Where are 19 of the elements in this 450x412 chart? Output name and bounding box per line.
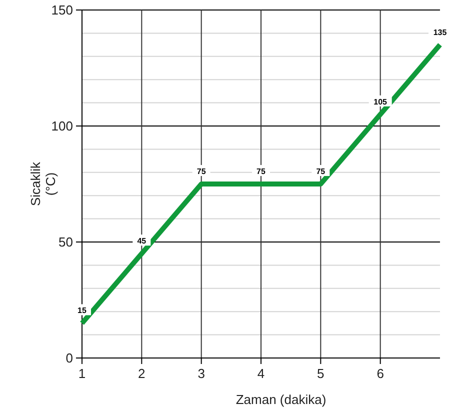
y-tick-label: 50 xyxy=(58,234,73,250)
x-tick-label: 6 xyxy=(376,366,384,381)
data-label: 75 xyxy=(196,167,206,176)
x-tick-label: 3 xyxy=(198,366,205,381)
y-tick-label: 150 xyxy=(51,2,73,18)
data-label: 15 xyxy=(78,306,87,316)
y-axis-title: Sicaklik (°C) xyxy=(28,161,58,206)
y-tick-label: 100 xyxy=(51,118,73,134)
x-axis-title: Zaman (dakika) xyxy=(236,392,326,407)
y-tick-label: 0 xyxy=(66,350,73,366)
x-tick-label: 5 xyxy=(317,366,324,381)
x-tick-label: 4 xyxy=(257,366,265,381)
x-tick-label: 1 xyxy=(78,366,86,381)
data-label: 45 xyxy=(137,236,147,246)
data-label: 135 xyxy=(433,28,448,37)
data-label: 105 xyxy=(374,97,388,106)
data-label: 75 xyxy=(256,167,266,176)
data-label: 75 xyxy=(316,167,326,176)
x-tick-label: 2 xyxy=(138,366,146,381)
